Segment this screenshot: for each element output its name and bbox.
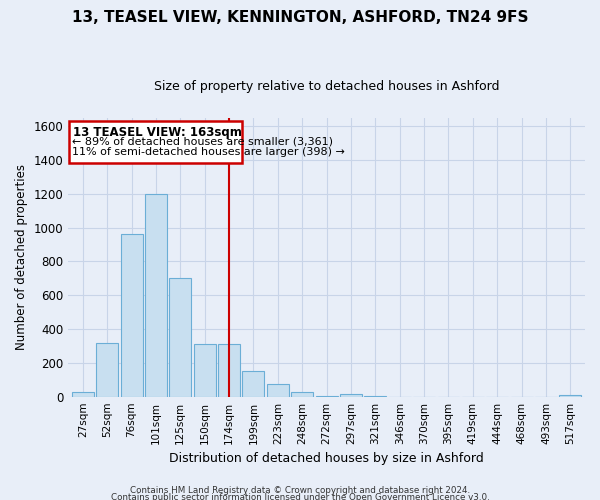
Title: Size of property relative to detached houses in Ashford: Size of property relative to detached ho…: [154, 80, 499, 93]
Text: Contains public sector information licensed under the Open Government Licence v3: Contains public sector information licen…: [110, 494, 490, 500]
X-axis label: Distribution of detached houses by size in Ashford: Distribution of detached houses by size …: [169, 452, 484, 465]
Bar: [218, 344, 240, 397]
Bar: [559, 395, 581, 396]
Bar: [194, 344, 215, 397]
Bar: [267, 384, 289, 396]
Bar: [145, 194, 167, 396]
Bar: [72, 392, 94, 396]
Y-axis label: Number of detached properties: Number of detached properties: [15, 164, 28, 350]
Bar: [169, 278, 191, 396]
Bar: [291, 392, 313, 396]
Bar: [340, 394, 362, 396]
Bar: [242, 372, 265, 396]
Bar: [121, 234, 143, 396]
Bar: [70, 121, 242, 164]
Text: 13 TEASEL VIEW: 163sqm: 13 TEASEL VIEW: 163sqm: [73, 126, 242, 139]
Text: 11% of semi-detached houses are larger (398) →: 11% of semi-detached houses are larger (…: [72, 146, 344, 156]
Text: ← 89% of detached houses are smaller (3,361): ← 89% of detached houses are smaller (3,…: [72, 136, 333, 146]
Bar: [96, 342, 118, 396]
Text: 13, TEASEL VIEW, KENNINGTON, ASHFORD, TN24 9FS: 13, TEASEL VIEW, KENNINGTON, ASHFORD, TN…: [72, 10, 528, 25]
Text: Contains HM Land Registry data © Crown copyright and database right 2024.: Contains HM Land Registry data © Crown c…: [130, 486, 470, 495]
